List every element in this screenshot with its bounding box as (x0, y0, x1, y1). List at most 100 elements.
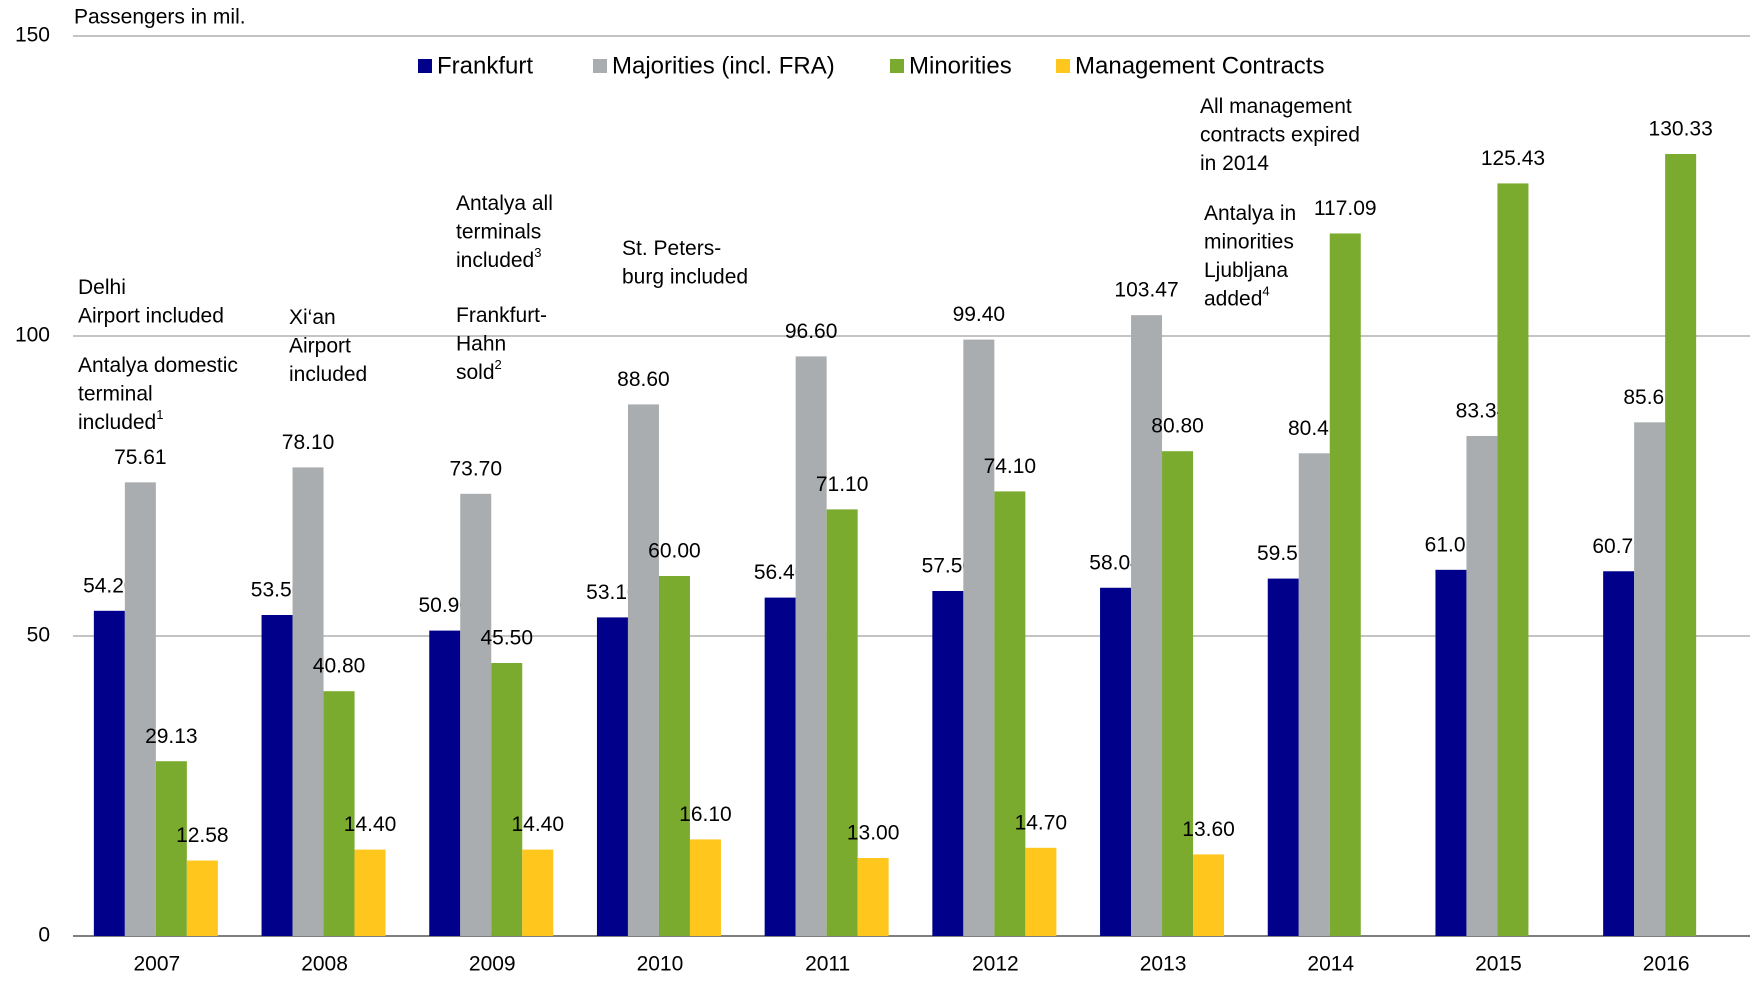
annotation-text: terminals (456, 220, 541, 243)
data-label: 125.43 (1481, 147, 1545, 170)
annotation-sup: 2 (495, 357, 502, 372)
bar (1466, 435, 1498, 936)
annotation-text: Hahn (456, 332, 506, 355)
annotation-text: included (78, 411, 156, 434)
bar (963, 339, 995, 937)
y-axis-label: Passengers in mil. (74, 6, 246, 29)
annotation: All management (1200, 95, 1352, 118)
data-label: 71.10 (816, 473, 869, 496)
annotation-text: included (456, 249, 534, 272)
annotation: burg included (622, 265, 748, 288)
annotation: included (289, 363, 367, 386)
legend-label: Majorities (incl. FRA) (612, 52, 835, 79)
annotation-text: Antalya domestic (78, 354, 238, 377)
data-label: 83.34 (1456, 400, 1509, 423)
annotation: in 2014 (1200, 152, 1269, 175)
data-label: 29.13 (145, 725, 198, 748)
data-label: 58.04 (1089, 551, 1142, 574)
annotation: included3 (456, 245, 541, 271)
data-label: 61.03 (1425, 533, 1478, 556)
annotation: Antalya all (456, 192, 553, 215)
data-label: 80.80 (1151, 415, 1204, 438)
annotation-sup: 4 (1262, 284, 1269, 299)
bar (522, 849, 554, 936)
annotation-text: Antalya all (456, 192, 553, 215)
annotation: St. Peters- (622, 237, 721, 260)
data-label: 117.09 (1314, 197, 1377, 220)
data-label: 40.80 (313, 655, 366, 678)
legend-swatch (418, 59, 432, 73)
bar (994, 491, 1026, 936)
annotation-text: contracts expired (1200, 123, 1360, 146)
bar (261, 615, 293, 936)
data-label: 53.10 (586, 581, 639, 604)
annotation: Ljubljana (1204, 259, 1288, 282)
data-label: 14.40 (511, 813, 564, 836)
annotation-text: Frankfurt- (456, 304, 547, 327)
legend-label: Minorities (909, 52, 1012, 79)
bar (1329, 233, 1361, 936)
annotation-text: burg included (622, 265, 748, 288)
legend-swatch (890, 59, 904, 73)
annotation: Airport (289, 334, 351, 357)
annotation: terminals (456, 220, 541, 243)
bar (1267, 578, 1299, 936)
bar (932, 591, 964, 936)
annotation-text: terminal (78, 382, 153, 405)
annotation: sold2 (456, 357, 502, 383)
annotation-text: added (1204, 287, 1262, 310)
bar (155, 761, 187, 936)
bar (1131, 315, 1163, 936)
data-label: 103.47 (1114, 279, 1178, 302)
annotation: Antalya domestic (78, 354, 238, 377)
data-label: 57.50 (922, 555, 975, 578)
bar (689, 839, 721, 936)
annotation-text: sold (456, 361, 495, 384)
annotation: Airport included (78, 304, 224, 327)
annotation-text: Ljubljana (1204, 259, 1288, 282)
bar (1497, 183, 1529, 937)
x-tick-label: 2016 (1643, 953, 1690, 976)
data-label: 73.70 (449, 457, 502, 480)
x-tick-label: 2011 (805, 953, 850, 976)
annotation: added4 (1204, 284, 1270, 310)
bar (1435, 569, 1467, 936)
bar (1025, 847, 1057, 936)
bar (186, 860, 218, 936)
x-tick-label: 2014 (1307, 953, 1354, 976)
x-tick-label: 2012 (972, 953, 1019, 976)
annotation: terminal (78, 382, 153, 405)
annotation: Xi‘an (289, 306, 336, 329)
data-label: 14.40 (344, 813, 397, 836)
x-tick-label: 2015 (1475, 953, 1522, 976)
data-label: 78.10 (282, 431, 335, 454)
bar (764, 597, 796, 936)
annotation-text: St. Peters- (622, 237, 721, 260)
data-label: 50.90 (418, 594, 471, 617)
annotation-text: included (289, 363, 367, 386)
bar (826, 509, 858, 936)
annotation-text: Xi‘an (289, 306, 336, 329)
annotation-text: minorities (1204, 230, 1294, 253)
annotation: minorities (1204, 230, 1294, 253)
bar (292, 467, 324, 936)
data-label: 14.70 (1015, 811, 1068, 834)
annotation-text: Delhi (78, 276, 126, 299)
annotation: contracts expired (1200, 123, 1360, 146)
data-label: 59.57 (1257, 542, 1310, 565)
x-tick-label: 2008 (301, 953, 348, 976)
annotation: Delhi (78, 276, 126, 299)
data-label: 13.60 (1182, 818, 1235, 841)
annotation-text: Antalya in (1204, 202, 1296, 225)
annotation-text: in 2014 (1200, 152, 1269, 175)
data-label: 99.40 (953, 303, 1006, 326)
y-tick-label: 100 (15, 324, 50, 347)
y-tick-label: 50 (27, 624, 50, 647)
legend-swatch (1056, 59, 1070, 73)
legend-label: Frankfurt (437, 52, 533, 79)
data-label: 80.45 (1288, 417, 1341, 440)
data-label: 16.10 (679, 803, 732, 826)
bar (491, 663, 523, 936)
x-tick-label: 2007 (133, 953, 180, 976)
